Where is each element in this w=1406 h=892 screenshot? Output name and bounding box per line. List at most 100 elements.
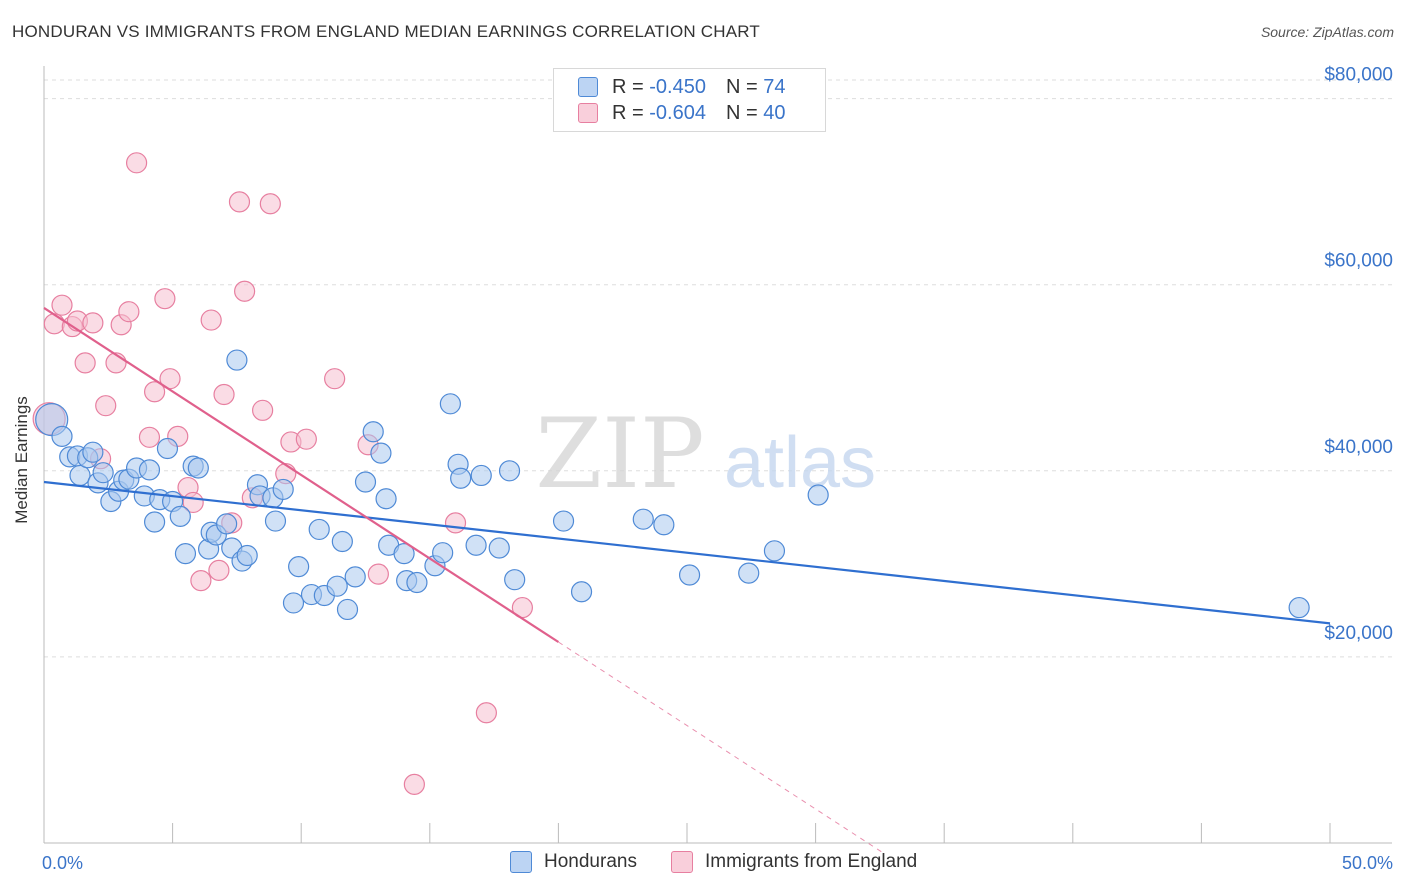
england-point <box>95 395 117 417</box>
england-point <box>138 426 161 448</box>
trend-lines <box>43 307 1331 853</box>
honduran-point <box>187 457 209 479</box>
honduran-point <box>288 556 310 578</box>
honduran-point <box>216 513 238 535</box>
england-point <box>252 399 274 421</box>
england-point <box>125 152 148 174</box>
legend-n-value: 74 <box>763 75 786 98</box>
england-point <box>190 570 212 592</box>
honduran-point <box>336 598 359 621</box>
england-point <box>475 702 497 724</box>
watermark-zip: ZIP <box>535 398 704 510</box>
honduran-point <box>156 437 179 460</box>
honduran-point <box>344 566 366 588</box>
honduran-point <box>370 442 392 464</box>
x-tick-label-right: 50.0% <box>1342 853 1393 873</box>
legend-r-label: R = <box>612 101 644 124</box>
honduran-point <box>236 544 258 567</box>
legend-item-hondurans[interactable]: Hondurans <box>510 851 637 873</box>
honduran-point <box>69 464 91 487</box>
honduran-point <box>570 581 593 603</box>
legend-r-value: -0.604 <box>649 101 706 124</box>
y-tick-label: $60,000 <box>1324 251 1393 272</box>
stats-legend: R = -0.450 N = 74 R = -0.604 N = 40 <box>553 68 826 132</box>
honduran-point <box>264 510 287 532</box>
honduran-trend-line <box>43 480 1331 625</box>
y-tick-label: $80,000 <box>1324 65 1393 86</box>
england-point <box>51 294 73 316</box>
england-point <box>324 368 346 390</box>
legend-swatch-blue <box>510 851 532 873</box>
england-point <box>118 301 140 323</box>
honduran-point <box>326 575 348 597</box>
england-point <box>295 428 317 450</box>
legend-swatch-blue <box>578 77 598 97</box>
legend-n-label: N = <box>725 75 758 98</box>
honduran-point <box>678 564 701 586</box>
honduran-point <box>82 441 104 463</box>
honduran-points <box>35 349 1310 621</box>
x-tick-label-left: 0.0% <box>42 853 83 873</box>
chart-title: HONDURAN VS IMMIGRANTS FROM ENGLAND MEDI… <box>12 22 761 41</box>
honduran-point <box>272 478 294 501</box>
honduran-point <box>552 510 575 532</box>
honduran-point <box>450 467 472 489</box>
honduran-point <box>406 571 428 594</box>
legend-label-england: Immigrants from England <box>705 851 918 872</box>
england-point <box>228 191 251 213</box>
honduran-point <box>169 505 191 527</box>
england-point <box>200 309 222 331</box>
honduran-point <box>174 543 197 565</box>
y-tick-label: $40,000 <box>1324 437 1393 458</box>
honduran-point <box>331 530 353 553</box>
honduran-point <box>763 540 786 562</box>
england-point <box>367 563 389 585</box>
england-point <box>403 773 425 795</box>
legend-row-england: R = -0.604 N = 40 <box>578 101 785 125</box>
honduran-point <box>465 534 487 556</box>
england-point <box>444 512 467 534</box>
legend-item-england[interactable]: Immigrants from England <box>671 851 917 873</box>
honduran-point <box>362 421 384 443</box>
legend-r-label: R = <box>612 75 644 98</box>
series-legend: Hondurans Immigrants from England <box>0 851 1406 877</box>
honduran-point <box>488 537 510 559</box>
honduran-point <box>632 508 654 530</box>
honduran-point <box>807 484 829 506</box>
honduran-point <box>393 543 415 565</box>
source-label: Source: ZipAtlas.com <box>1260 24 1394 40</box>
honduran-point <box>470 464 492 487</box>
tick-labels: $20,000 $40,000 $60,000 $80,000 0.0% 50.0% <box>42 65 1393 873</box>
watermark-atlas: atlas <box>724 423 876 503</box>
honduran-point <box>504 569 526 591</box>
honduran-point <box>653 514 675 536</box>
honduran-point <box>354 471 377 493</box>
honduran-point <box>92 462 114 484</box>
england-point <box>43 313 65 335</box>
england-point <box>82 312 104 334</box>
england-trend-line <box>43 307 559 643</box>
england-point <box>213 383 235 406</box>
honduran-point <box>738 562 760 584</box>
england-point <box>259 193 281 215</box>
honduran-point <box>439 393 461 415</box>
england-point <box>74 352 96 374</box>
honduran-point <box>226 349 248 371</box>
axes <box>43 66 1392 844</box>
honduran-point <box>375 488 397 510</box>
honduran-point <box>498 460 521 482</box>
y-tick-label: $20,000 <box>1324 623 1393 644</box>
legend-n-value: 40 <box>763 101 786 124</box>
honduran-point <box>308 518 330 541</box>
honduran-point <box>143 511 166 533</box>
england-point <box>234 280 256 302</box>
england-point <box>208 559 230 581</box>
legend-n-label: N = <box>725 101 758 124</box>
legend-r-value: -0.450 <box>649 75 706 98</box>
legend-label-hondurans: Hondurans <box>544 851 637 872</box>
legend-swatch-pink <box>671 851 693 873</box>
honduran-point <box>1288 596 1310 619</box>
england-trend-extension <box>558 641 883 853</box>
legend-row-hondurans: R = -0.450 N = 74 <box>578 75 785 99</box>
